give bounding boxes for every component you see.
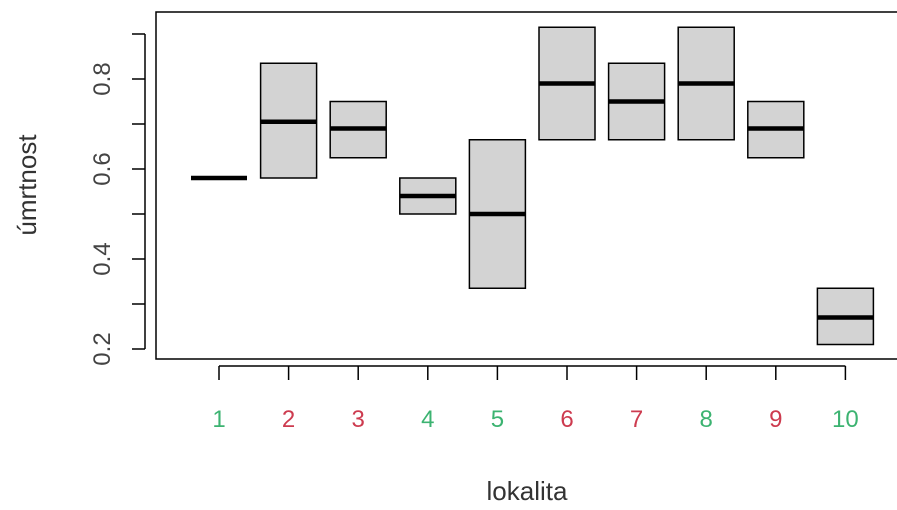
boxes [191,26,875,346]
x-tick-label-1: 1 [212,406,225,433]
y-tick-label: 0.4 [89,242,116,275]
x-tick-label-4: 4 [421,406,434,433]
x-tick-label-9: 9 [769,406,782,433]
y-axis-title: úmrtnost [12,134,42,236]
x-tick-label-6: 6 [560,406,573,433]
y-tick-label: 0.6 [89,152,116,185]
x-tick-label-3: 3 [352,406,365,433]
x-tick-label-10: 10 [832,406,859,433]
x-tick-label-2: 2 [282,406,295,433]
y-axis: 0.2 0.4 0.6 0.8 [89,33,146,366]
x-axis-title: lokalita [487,476,568,506]
y-tick-label: 0.2 [89,332,116,365]
x-axis: 1 2 3 4 5 6 7 8 9 10 [212,365,859,433]
x-tick-label-5: 5 [491,406,504,433]
x-tick-label-8: 8 [700,406,713,433]
plot-frame [155,11,897,360]
y-tick-label: 0.8 [89,62,116,95]
x-tick-label-7: 7 [630,406,643,433]
